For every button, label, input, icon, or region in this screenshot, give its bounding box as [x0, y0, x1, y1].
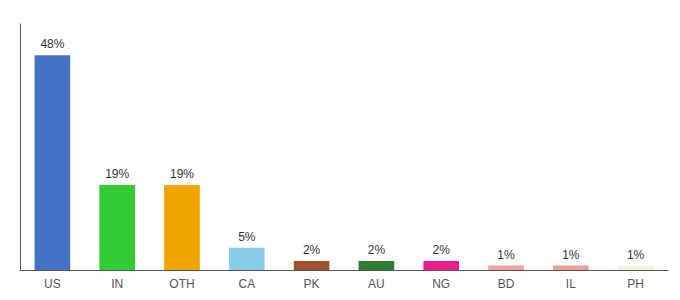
svg-text:2%: 2% — [433, 243, 451, 257]
svg-text:1%: 1% — [497, 248, 515, 262]
svg-text:19%: 19% — [105, 167, 129, 181]
svg-text:NG: NG — [432, 277, 450, 291]
svg-text:1%: 1% — [562, 248, 580, 262]
svg-text:48%: 48% — [40, 37, 64, 51]
svg-text:2%: 2% — [303, 243, 321, 257]
svg-text:19%: 19% — [170, 167, 194, 181]
svg-text:2%: 2% — [368, 243, 386, 257]
svg-text:AU: AU — [368, 277, 385, 291]
svg-text:IN: IN — [111, 277, 123, 291]
svg-text:US: US — [44, 277, 61, 291]
svg-text:OTH: OTH — [169, 277, 194, 291]
svg-text:IL: IL — [566, 277, 576, 291]
svg-text:CA: CA — [238, 277, 255, 291]
svg-text:PH: PH — [627, 277, 644, 291]
svg-text:1%: 1% — [627, 248, 645, 262]
svg-text:BD: BD — [498, 277, 515, 291]
svg-text:PK: PK — [304, 277, 320, 291]
svg-text:5%: 5% — [238, 230, 256, 244]
